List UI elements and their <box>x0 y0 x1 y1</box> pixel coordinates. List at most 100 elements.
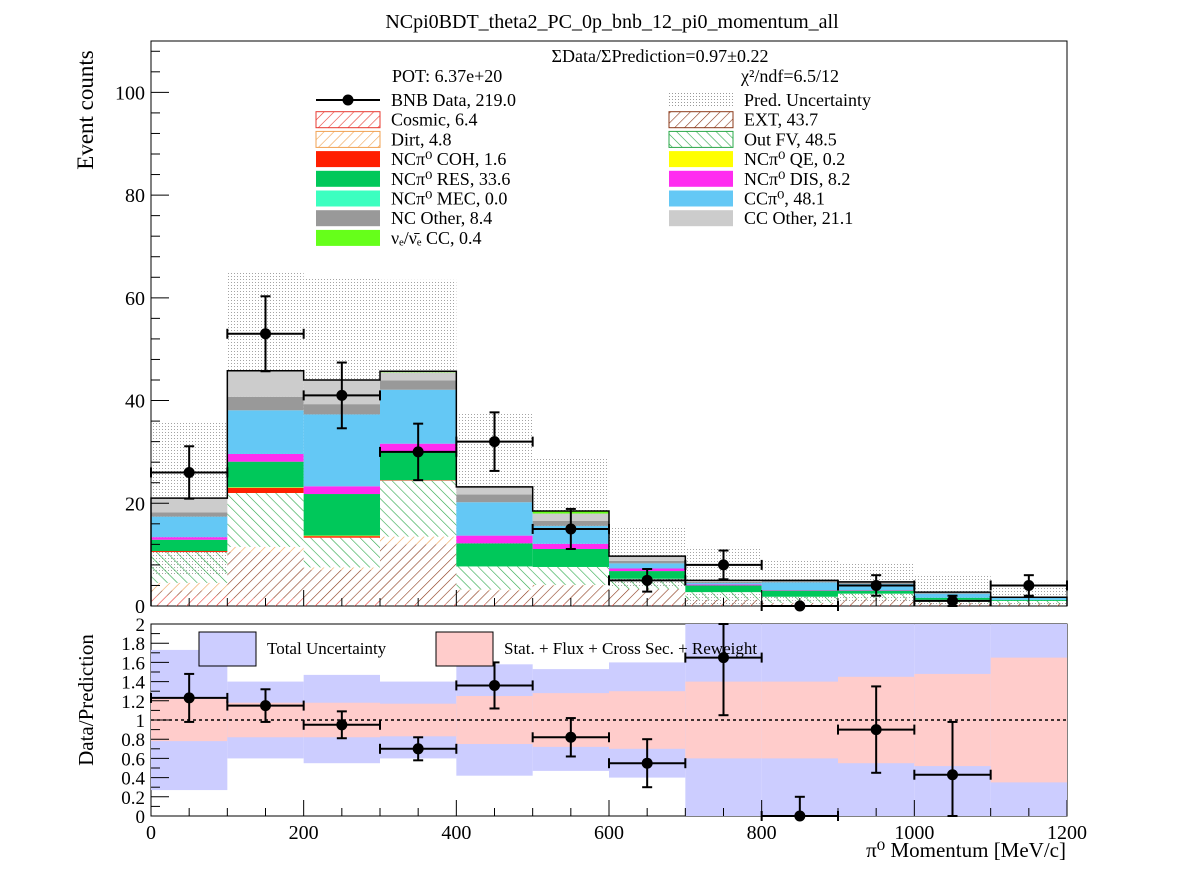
ratio-point-9 <box>837 685 916 774</box>
bar-dirt-3 <box>380 536 457 545</box>
data-point-9 <box>837 574 916 597</box>
ratio-panel: 00.20.40.60.811.21.41.61.82 0 200 400 600 800… <box>74 615 1087 862</box>
bar-dirt-0 <box>151 582 228 591</box>
bar-cc_other-7 <box>685 580 762 582</box>
legend-swatch-outfv <box>668 130 734 148</box>
bar-nc_other-6 <box>609 560 686 564</box>
ratio-point-0 <box>150 672 229 723</box>
ratio-point-1 <box>226 688 305 723</box>
ratio-y-tick-label-4: 0.8 <box>121 730 145 751</box>
ratio-y-tick-label-1: 0.2 <box>121 788 145 809</box>
bar-ccpi0-4 <box>456 502 533 536</box>
x-tick-label-1200: 1200 <box>1047 822 1087 844</box>
bar-cc_other-3 <box>380 372 457 381</box>
bar-ccpi0-0 <box>151 516 228 538</box>
ratio-marker-6 <box>641 757 653 769</box>
data-marker-10 <box>947 595 958 607</box>
legend-label-nc_mec: NCπ⁰ MEC, 0.0 <box>391 189 507 209</box>
bar-dirt-5 <box>532 584 609 586</box>
ratio-marker-9 <box>870 724 882 736</box>
legend-label-ext: EXT, 43.7 <box>744 110 818 130</box>
data-marker-1 <box>260 328 271 340</box>
ratio-point-2 <box>302 710 381 740</box>
legend-label-nc_res: NCπ⁰ RES, 33.6 <box>391 169 510 189</box>
y-tick-label-100: 100 <box>115 82 145 104</box>
ratio-marker-7 <box>718 652 729 664</box>
legend-swatch-cosmic <box>315 111 381 129</box>
ratio-marker-2 <box>336 719 348 731</box>
bar-nc_qe-2 <box>303 535 380 537</box>
bar-ext-5 <box>532 585 609 604</box>
ratio-axes: 00.20.40.60.811.21.41.61.82 0 200 400 600 800… <box>121 615 1087 844</box>
y-tick-label-0: 0 <box>135 596 145 618</box>
ratio-point-3 <box>379 736 458 762</box>
x-tick-label-1000: 1000 <box>894 822 934 844</box>
bar-nc_other-1 <box>227 396 304 411</box>
bar-nc_coh-2 <box>303 536 380 538</box>
bar-cc_other-4 <box>456 486 533 495</box>
legend-label-data: BNB Data, 219.0 <box>391 90 516 110</box>
ratio-point-8 <box>760 795 839 822</box>
data-marker-2 <box>336 389 348 401</box>
legend-swatch-nue <box>316 229 380 246</box>
legend-label-nc_other: NC Other, 8.4 <box>391 208 492 228</box>
ratio-marker-8 <box>794 810 806 822</box>
bar-cc_other-1 <box>227 371 304 397</box>
legend-swatch-dirt <box>315 130 381 148</box>
legend-swatch-nc_qe <box>669 151 733 168</box>
bar-nc_res-1 <box>227 461 304 488</box>
bar-nc_coh-1 <box>227 487 304 493</box>
legend-item-cosmic: Cosmic, 6.4 <box>315 110 478 130</box>
data-point-7 <box>684 549 763 581</box>
bar-outfv-4 <box>456 566 533 590</box>
bar-nc_coh-0 <box>151 551 228 553</box>
legend-swatch-ext <box>668 111 734 129</box>
ratio-point-7 <box>684 623 763 717</box>
ratio-point-10 <box>913 720 992 817</box>
ratio-y-tick-label-0: 0 <box>136 807 146 828</box>
legend-swatch-cc_other <box>669 210 733 227</box>
legend-item-cc_other: CC Other, 21.1 <box>669 208 853 228</box>
x-tick-label-400: 400 <box>441 822 471 844</box>
main-axes: 0 20 40 60 80 100 <box>115 50 1068 618</box>
bar-nc_other-10 <box>914 592 991 594</box>
bar-ext-0 <box>151 590 228 596</box>
ratio-legend-swatch-0 <box>198 631 257 667</box>
bar-dirt-1 <box>227 546 304 553</box>
ratio-y-tick-label-6: 1.2 <box>121 692 145 713</box>
bar-nc_other-7 <box>685 581 762 583</box>
legend-swatch-nc_res <box>316 170 380 187</box>
legend-label-pred_unc: Pred. Uncertainty <box>744 90 871 110</box>
ratio-points <box>150 623 992 822</box>
bar-cc_other-0 <box>151 498 228 513</box>
bar-nc_other-3 <box>380 380 457 390</box>
data-marker-9 <box>870 579 882 591</box>
bar-nc_qe-1 <box>227 487 304 488</box>
bar-nc_dis-4 <box>456 535 533 544</box>
bar-outfv-3 <box>380 480 457 537</box>
bar-ext-4 <box>456 590 533 604</box>
legend-item-ccpi0: CCπ⁰, 48.1 <box>669 189 825 209</box>
bar-outfv-5 <box>532 566 609 585</box>
ratio-legend-label-0: Total Uncertainty <box>267 639 387 658</box>
bar-nc_other-0 <box>151 512 228 517</box>
legend-item-ext: EXT, 43.7 <box>668 110 818 130</box>
y-tick-label-40: 40 <box>125 391 145 413</box>
legend-label-nue: νₑ/ν̄ₑ CC, 0.4 <box>391 228 482 248</box>
bar-dirt-4 <box>456 589 533 591</box>
ratio-marker-10 <box>947 769 958 781</box>
ratio-y-tick-label-3: 0.6 <box>121 749 145 770</box>
legend-label-dirt: Dirt, 4.8 <box>391 129 452 149</box>
bar-ext-1 <box>227 552 304 599</box>
data-marker-0 <box>183 466 195 478</box>
ratio-y-tick-label-5: 1 <box>136 711 146 732</box>
pot-label: POT: 6.37e+20 <box>392 66 502 86</box>
data-marker-11 <box>1023 579 1035 591</box>
legend-item-dirt: Dirt, 4.8 <box>315 129 452 149</box>
legend-label-nc_dis: NCπ⁰ DIS, 8.2 <box>744 169 850 189</box>
legend-marker-data <box>342 94 354 106</box>
y-tick-label-20: 20 <box>125 493 145 515</box>
ratio-y-tick-label-10: 2 <box>136 615 146 636</box>
data-point-10 <box>913 594 992 607</box>
